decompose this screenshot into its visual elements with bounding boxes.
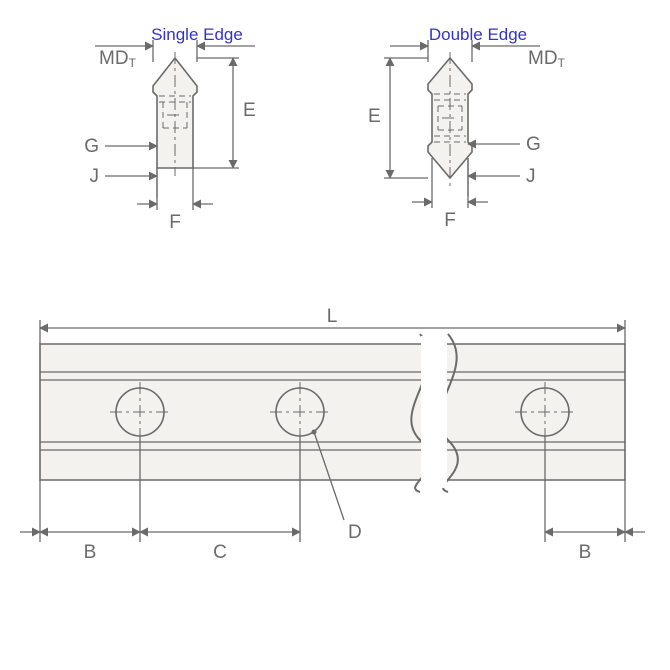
label-mdt-b: MDT bbox=[528, 48, 566, 70]
label-e-a: E bbox=[243, 100, 256, 121]
label-g-b: G bbox=[526, 134, 541, 155]
label-d: D bbox=[348, 522, 362, 543]
profile-b-title: Double Edge bbox=[429, 25, 527, 44]
label-e-b: E bbox=[368, 106, 381, 127]
technical-diagram: Single Edge MDT E bbox=[0, 0, 670, 670]
label-mdt-a: MDT bbox=[99, 48, 137, 70]
label-l: L bbox=[327, 306, 338, 327]
label-g-a: G bbox=[84, 136, 99, 157]
label-b-left: B bbox=[84, 542, 97, 563]
label-j-a: J bbox=[90, 166, 100, 187]
label-f-a: F bbox=[169, 212, 181, 233]
profile-double-edge: Double Edge MDT E bbox=[368, 25, 566, 231]
rail-diagram: L bbox=[20, 306, 645, 563]
label-c: C bbox=[213, 542, 227, 563]
label-f-b: F bbox=[444, 210, 456, 231]
label-j-b: J bbox=[526, 166, 536, 187]
profile-single-edge: Single Edge MDT E bbox=[84, 25, 255, 233]
label-b-right: B bbox=[579, 542, 592, 563]
